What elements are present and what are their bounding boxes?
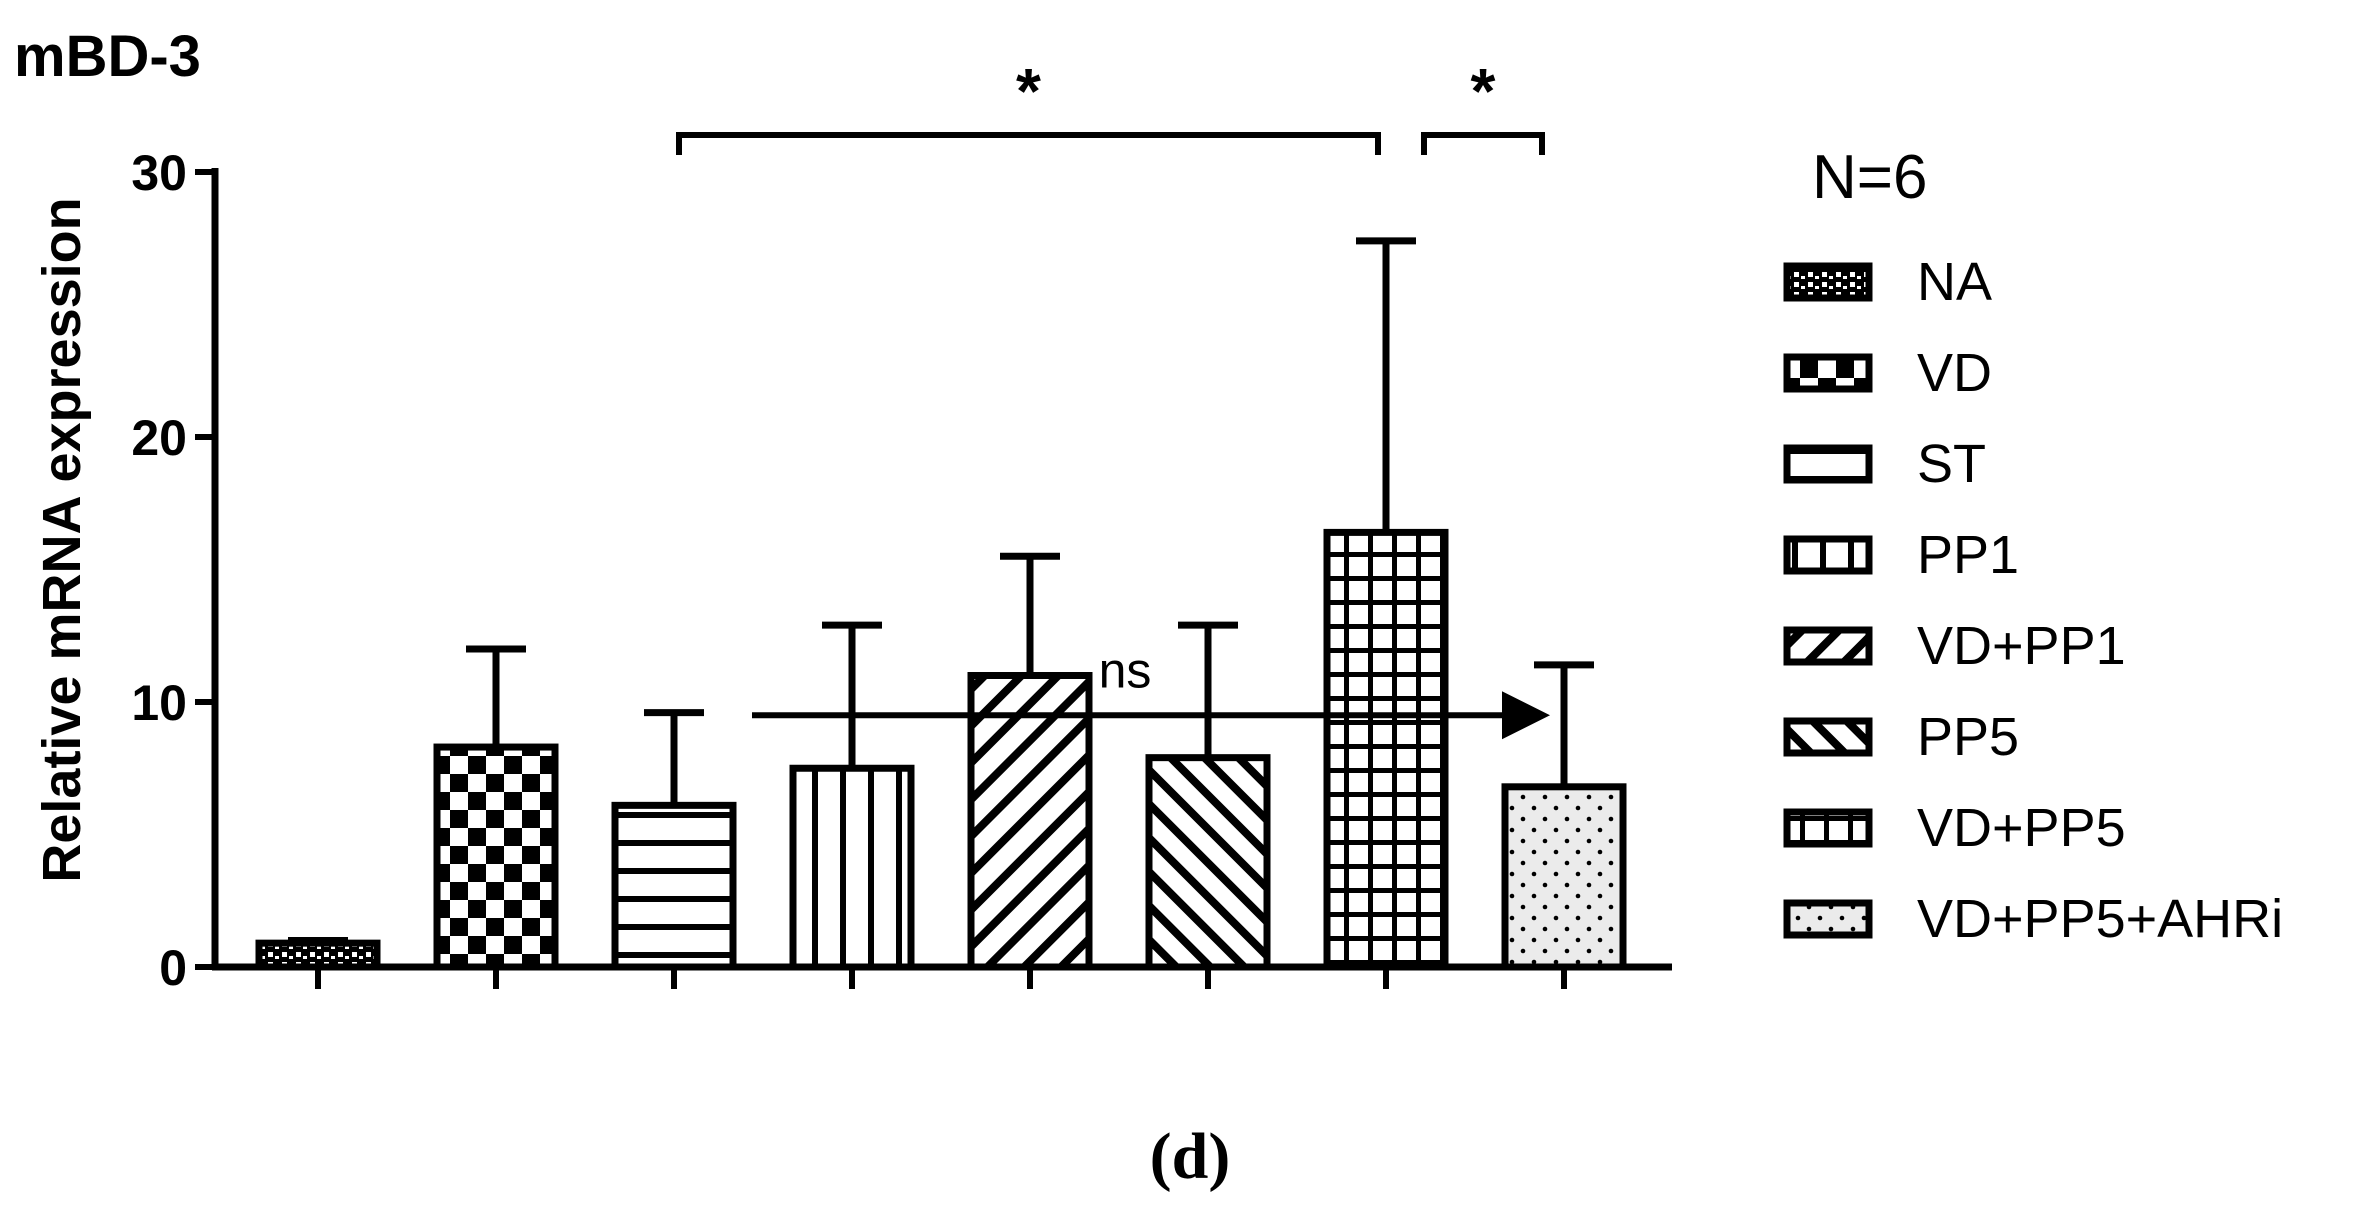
legend-swatch-VD+PP5	[1783, 808, 1873, 848]
legend-label: PP1	[1917, 525, 2019, 585]
legend-label: VD+PP1	[1917, 616, 2126, 676]
significance-bracket	[1421, 132, 1545, 155]
y-axis-ticks: 0 10 20 30	[131, 145, 215, 996]
legend-swatch-PP1	[1783, 535, 1873, 575]
y-axis-label: Relative mRNA expression	[32, 197, 92, 882]
trend-arrow-head	[1502, 691, 1550, 740]
legend-entries: NA VD ST PP1 VD+PP1 PP5 VD+PP5 VD+PP5+AHRi	[1783, 252, 2283, 949]
bar-ST	[611, 801, 737, 971]
bar-VD+PP1	[967, 672, 1093, 971]
legend-swatch-VD	[1783, 353, 1873, 393]
significance-label: *	[1471, 55, 1496, 127]
bar-VD	[433, 743, 559, 971]
bar-PP5	[1145, 754, 1271, 971]
bar-VD+PP5+AHRi	[1501, 783, 1627, 971]
y-tick-label: 10	[131, 675, 187, 731]
significance-bracket	[676, 132, 1381, 155]
legend-label: VD+PP5+AHRi	[1917, 889, 2283, 949]
legend-label: PP5	[1917, 707, 2019, 767]
legend-swatch-VD+PP5+AHRi	[1783, 899, 1873, 939]
annotations: * * ns	[676, 55, 1550, 740]
legend-label: VD+PP5	[1917, 798, 2126, 858]
legend-title: N=6	[1812, 143, 1927, 212]
error-bars	[288, 237, 1594, 944]
figure-caption: (d)	[1150, 1120, 1231, 1193]
legend-swatch-VD+PP1	[1783, 626, 1873, 666]
legend-swatch-PP5	[1783, 717, 1873, 757]
bar-VD+PP5	[1323, 528, 1449, 971]
trend-arrow-label: ns	[1099, 642, 1152, 698]
bars	[255, 528, 1627, 989]
bar-PP1	[789, 764, 915, 971]
chart-title: mBD-3	[14, 24, 201, 89]
legend-label: VD	[1917, 343, 1992, 403]
legend-label: ST	[1917, 434, 1986, 494]
legend-label: NA	[1917, 252, 1992, 312]
legend: N=6 NA VD ST PP1 VD+PP1 PP5 VD+PP5 VD+PP5+AHRi	[1783, 143, 2283, 949]
significance-label: *	[1016, 55, 1041, 127]
legend-swatch-ST	[1783, 444, 1873, 484]
y-tick-label: 30	[131, 145, 187, 201]
legend-swatch-NA	[1783, 262, 1873, 302]
y-tick-label: 20	[131, 410, 187, 466]
bar-NA	[255, 939, 381, 971]
y-tick-label: 0	[159, 940, 187, 996]
